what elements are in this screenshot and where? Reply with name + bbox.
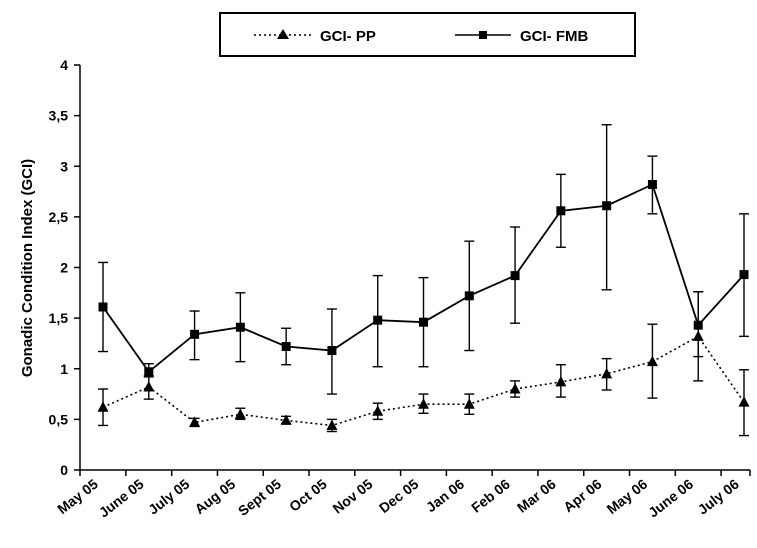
x-tick-label: Mar 06 [514,476,559,516]
data-point-square [190,329,200,339]
data-point-square [602,201,612,211]
data-point-triangle [97,401,109,412]
y-tick-label: 0 [60,462,68,478]
data-point-square [556,206,566,216]
x-tick-label: Oct 05 [286,476,330,515]
error-bars [98,124,749,437]
data-point-square [98,302,108,312]
y-tick-label: 3,5 [49,108,69,124]
x-tick-label: Aug 05 [192,476,239,517]
data-point-square [647,179,657,189]
x-tick-label: Dec 05 [376,476,422,517]
x-tick-label: Jan 06 [423,476,467,516]
data-point-triangle [601,367,613,379]
data-point-square [373,315,383,325]
x-tick-label: June 05 [96,476,147,521]
legend-marker-square-icon [479,31,487,39]
legend-label-fmb: GCI- FMB [520,28,588,45]
y-tick-label: 1,5 [49,310,69,326]
y-tick-label: 4 [60,57,68,73]
y-ticks: 0 0,5 1 1,5 2 2,5 3 3,5 4 [49,57,80,478]
x-tick-label: June 06 [645,476,696,521]
x-tick-label: July 06 [695,476,742,518]
x-tick-label: Nov 05 [330,476,376,517]
data-point-triangle [646,355,658,367]
data-point-triangle [189,416,201,427]
legend: GCI- PP GCI- FMB [219,12,636,57]
data-point-triangle [418,398,429,409]
data-point-square [510,271,520,281]
data-point-triangle [326,419,338,430]
data-point-square [464,291,474,301]
data-point-triangle [509,383,521,394]
legend-item-fmb: GCI- FMB [455,28,588,45]
y-tick-label: 1 [60,361,68,377]
data-point-triangle [555,375,567,387]
data-point-triangle [372,405,384,416]
y-tick-label: 3 [60,158,68,174]
data-point-triangle [692,330,704,341]
data-point-triangle [280,414,292,425]
x-tick-label: Apr 06 [560,476,604,516]
data-point-triangle [234,408,246,419]
data-point-square [327,346,337,356]
data-point-triangle [463,398,475,409]
series-markers [97,179,750,430]
data-point-square [419,317,428,327]
x-tick-label: Feb 06 [468,476,513,516]
y-tick-label: 2,5 [49,209,69,225]
legend-label-pp: GCI- PP [320,28,376,45]
data-point-square [739,270,749,280]
data-point-square [144,367,154,377]
data-point-triangle [738,396,750,407]
data-point-square [235,322,245,332]
data-point-triangle [143,380,155,392]
y-tick-label: 2 [60,260,68,276]
y-axis-title: Gonadic Condition Index (GCI) [19,159,36,377]
data-point-square [281,341,291,351]
legend-item-pp: GCI- PP [254,28,376,45]
x-tick-label: Sept 05 [235,476,284,519]
legend-marker-triangle-icon [277,29,289,39]
data-point-square [693,320,703,330]
y-tick-label: 0,5 [49,411,69,427]
x-tick-label: May 06 [604,476,651,517]
x-tick-label: May 05 [54,476,101,517]
x-tick-label: July 05 [145,476,192,518]
